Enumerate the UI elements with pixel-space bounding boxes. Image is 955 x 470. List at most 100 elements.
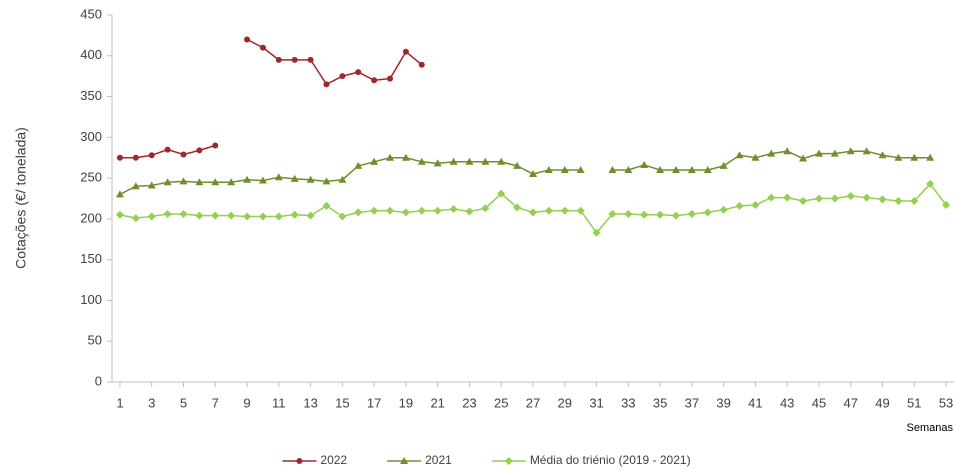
point xyxy=(386,153,395,161)
point xyxy=(338,212,347,221)
x-tick-label: 53 xyxy=(939,395,953,410)
point xyxy=(862,147,871,155)
point xyxy=(212,142,219,149)
x-tick-label: 3 xyxy=(148,395,155,410)
legend-label: 2021 xyxy=(425,453,452,467)
point xyxy=(131,214,140,223)
point xyxy=(244,36,251,43)
point xyxy=(132,154,139,161)
point xyxy=(529,170,537,178)
legend-label: 2022 xyxy=(320,453,347,467)
point xyxy=(401,153,410,161)
point xyxy=(560,165,569,173)
point xyxy=(544,165,553,173)
point xyxy=(878,151,887,159)
point xyxy=(513,161,522,169)
point xyxy=(401,208,410,217)
point xyxy=(147,212,156,221)
point xyxy=(640,161,649,169)
point xyxy=(910,196,919,205)
point xyxy=(656,165,665,173)
point xyxy=(433,206,442,215)
point xyxy=(529,208,537,217)
point xyxy=(481,204,490,213)
point xyxy=(115,190,124,198)
point xyxy=(307,56,314,63)
point xyxy=(671,165,680,173)
point xyxy=(576,165,585,173)
point xyxy=(687,165,696,173)
point xyxy=(322,201,331,210)
point xyxy=(560,206,569,215)
point xyxy=(799,154,808,162)
point xyxy=(258,176,267,184)
y-tick-label: 250 xyxy=(80,170,102,185)
point xyxy=(497,189,506,198)
point xyxy=(147,181,156,189)
point xyxy=(291,56,298,63)
point xyxy=(338,175,347,183)
point xyxy=(449,205,458,214)
point xyxy=(735,151,744,159)
y-tick-label: 200 xyxy=(80,210,102,225)
point xyxy=(274,173,283,181)
legend-marker xyxy=(504,457,513,465)
x-tick-label: 23 xyxy=(462,395,476,410)
point xyxy=(624,209,633,218)
x-tick-label: 27 xyxy=(526,395,540,410)
point xyxy=(163,209,172,218)
point xyxy=(846,147,855,155)
x-tick-label: 37 xyxy=(685,395,699,410)
x-tick-label: 33 xyxy=(621,395,635,410)
point xyxy=(227,178,236,186)
point xyxy=(719,161,728,169)
point xyxy=(371,77,378,84)
point xyxy=(497,157,506,165)
legend-label: Média do triénio (2019 - 2021) xyxy=(530,453,691,467)
point xyxy=(544,206,553,215)
point xyxy=(116,154,123,161)
x-tick-label: 41 xyxy=(748,395,762,410)
point xyxy=(703,165,712,173)
point xyxy=(783,193,792,202)
point xyxy=(179,177,188,185)
point xyxy=(814,194,823,203)
point xyxy=(767,193,776,202)
point xyxy=(290,210,299,219)
point xyxy=(576,206,585,215)
point xyxy=(878,195,887,204)
point xyxy=(243,212,252,221)
point xyxy=(290,174,299,182)
point xyxy=(417,157,426,165)
point xyxy=(211,211,220,220)
point xyxy=(751,201,760,210)
x-tick-label: 19 xyxy=(399,395,413,410)
point xyxy=(942,201,951,210)
point xyxy=(783,147,792,155)
series-line xyxy=(119,38,423,159)
y-tick-label: 100 xyxy=(80,292,102,307)
point xyxy=(640,210,649,219)
point xyxy=(306,211,315,220)
point xyxy=(703,208,712,217)
x-tick-label: 1 xyxy=(116,395,123,410)
y-tick-label: 400 xyxy=(80,47,102,62)
point xyxy=(481,157,490,165)
point xyxy=(513,203,522,212)
point xyxy=(195,211,204,220)
x-tick-label: 49 xyxy=(875,395,889,410)
x-tick-label: 31 xyxy=(589,395,603,410)
x-tick-label: 7 xyxy=(212,395,219,410)
point xyxy=(258,212,267,221)
point xyxy=(719,205,728,214)
x-tick-label: 9 xyxy=(243,395,250,410)
series-line xyxy=(119,150,931,196)
point xyxy=(370,206,379,215)
y-tick-label: 150 xyxy=(80,251,102,266)
point xyxy=(180,151,187,158)
point xyxy=(370,157,379,165)
point xyxy=(274,212,283,221)
point xyxy=(799,196,808,205)
point xyxy=(418,61,425,68)
x-tick-label: 45 xyxy=(812,395,826,410)
